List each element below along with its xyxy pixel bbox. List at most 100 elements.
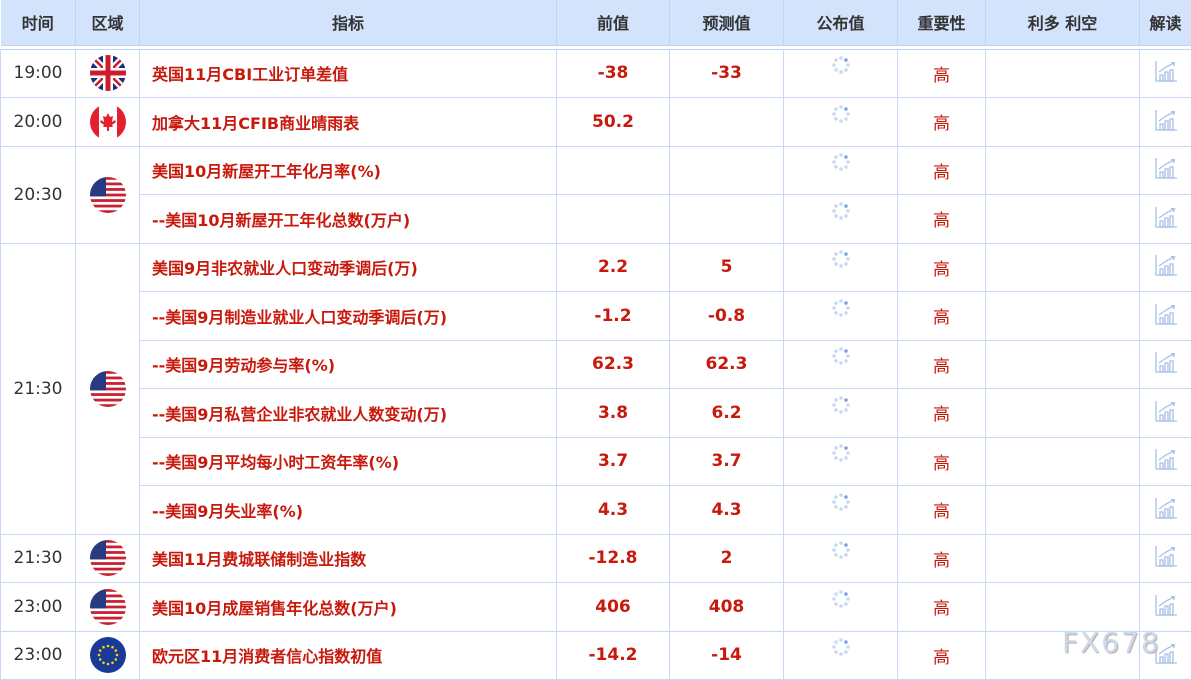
indicator-cell[interactable]: 英国11月CBI工业订单差值 (140, 49, 557, 98)
chart-trend-icon[interactable] (1154, 456, 1178, 475)
interpretation-cell[interactable] (1140, 49, 1191, 98)
indicator-cell[interactable]: 美国10月新屋开工年化月率(%) (140, 146, 557, 195)
loading-spinner-icon (831, 104, 851, 124)
time-cell: 20:00 (1, 98, 76, 147)
indicator-cell[interactable]: 美国9月非农就业人口变动季调后(万) (140, 243, 557, 292)
importance-cell: 高 (898, 146, 986, 195)
chart-trend-icon[interactable] (1154, 505, 1178, 524)
importance-cell: 高 (898, 389, 986, 438)
indicator-cell[interactable]: --美国9月制造业就业人口变动季调后(万) (140, 292, 557, 341)
importance-cell: 高 (898, 243, 986, 292)
flag-us-icon (90, 177, 126, 213)
loading-spinner-icon (831, 346, 851, 366)
interpretation-cell[interactable] (1140, 437, 1191, 486)
indicator-cell[interactable]: --美国9月平均每小时工资年率(%) (140, 437, 557, 486)
region-cell (76, 534, 140, 583)
interpretation-cell[interactable] (1140, 534, 1191, 583)
interpretation-cell[interactable] (1140, 243, 1191, 292)
loading-spinner-icon (831, 298, 851, 318)
previous-value: 406 (557, 583, 670, 632)
region-cell (76, 98, 140, 147)
header-published: 公布值 (784, 0, 898, 45)
interpretation-cell[interactable] (1140, 98, 1191, 147)
indicator-cell[interactable]: 美国11月费城联储制造业指数 (140, 534, 557, 583)
indicator-cell[interactable]: --美国9月劳动参与率(%) (140, 340, 557, 389)
bull-bear-cell (986, 437, 1140, 486)
time-cell: 23:00 (1, 631, 76, 680)
indicator-cell[interactable]: --美国9月失业率(%) (140, 486, 557, 535)
chart-trend-icon[interactable] (1154, 68, 1178, 87)
forecast-value: -33 (670, 49, 784, 98)
flag-eu-icon (90, 637, 126, 673)
forecast-value: 4.3 (670, 486, 784, 535)
previous-value: -14.2 (557, 631, 670, 680)
interpretation-cell[interactable] (1140, 195, 1191, 244)
loading-spinner-icon (831, 395, 851, 415)
watermark: FX678 (1062, 626, 1161, 659)
bull-bear-cell (986, 486, 1140, 535)
importance-cell: 高 (898, 583, 986, 632)
indicator-cell[interactable]: --美国10月新屋开工年化总数(万户) (140, 195, 557, 244)
region-cell (76, 146, 140, 243)
chart-trend-icon[interactable] (1154, 602, 1178, 621)
interpretation-cell[interactable] (1140, 583, 1191, 632)
time-cell: 19:00 (1, 49, 76, 98)
indicator-cell[interactable]: --美国9月私营企业非农就业人数变动(万) (140, 389, 557, 438)
interpretation-cell[interactable] (1140, 486, 1191, 535)
forecast-value: 2 (670, 534, 784, 583)
bull-bear-cell (986, 534, 1140, 583)
loading-spinner-icon (831, 443, 851, 463)
loading-spinner-icon (831, 201, 851, 221)
chart-trend-icon[interactable] (1154, 359, 1178, 378)
importance-cell: 高 (898, 340, 986, 389)
published-value (784, 340, 898, 389)
time-cell: 21:30 (1, 243, 76, 534)
forecast-value (670, 146, 784, 195)
published-value (784, 195, 898, 244)
importance-cell: 高 (898, 486, 986, 535)
chart-trend-icon[interactable] (1154, 262, 1178, 281)
region-cell (76, 583, 140, 632)
chart-trend-icon[interactable] (1154, 117, 1178, 136)
flag-ca-icon (90, 104, 126, 140)
previous-value: -12.8 (557, 534, 670, 583)
previous-value: 62.3 (557, 340, 670, 389)
indicator-cell[interactable]: 加拿大11月CFIB商业晴雨表 (140, 98, 557, 147)
chart-trend-icon[interactable] (1154, 553, 1178, 572)
loading-spinner-icon (831, 637, 851, 657)
interpretation-cell[interactable] (1140, 292, 1191, 341)
previous-value (557, 146, 670, 195)
header-forecast: 预测值 (670, 0, 784, 45)
previous-value: 3.8 (557, 389, 670, 438)
published-value (784, 98, 898, 147)
chart-trend-icon[interactable] (1154, 311, 1178, 330)
previous-value: 50.2 (557, 98, 670, 147)
time-cell: 21:30 (1, 534, 76, 583)
header-interpretation: 解读 (1140, 0, 1191, 45)
forecast-value: -0.8 (670, 292, 784, 341)
importance-cell: 高 (898, 98, 986, 147)
interpretation-cell[interactable] (1140, 146, 1191, 195)
forecast-value (670, 98, 784, 147)
loading-spinner-icon (831, 540, 851, 560)
interpretation-cell[interactable] (1140, 340, 1191, 389)
region-cell (76, 631, 140, 680)
bull-bear-cell (986, 292, 1140, 341)
indicator-cell[interactable]: 美国10月成屋销售年化总数(万户) (140, 583, 557, 632)
forecast-value: 62.3 (670, 340, 784, 389)
interpretation-cell[interactable] (1140, 389, 1191, 438)
chart-trend-icon[interactable] (1154, 408, 1178, 427)
flag-uk-icon (90, 55, 126, 91)
time-cell: 23:00 (1, 583, 76, 632)
published-value (784, 437, 898, 486)
chart-trend-icon[interactable] (1154, 214, 1178, 233)
chart-trend-icon[interactable] (1154, 165, 1178, 184)
indicator-cell[interactable]: 欧元区11月消费者信心指数初值 (140, 631, 557, 680)
